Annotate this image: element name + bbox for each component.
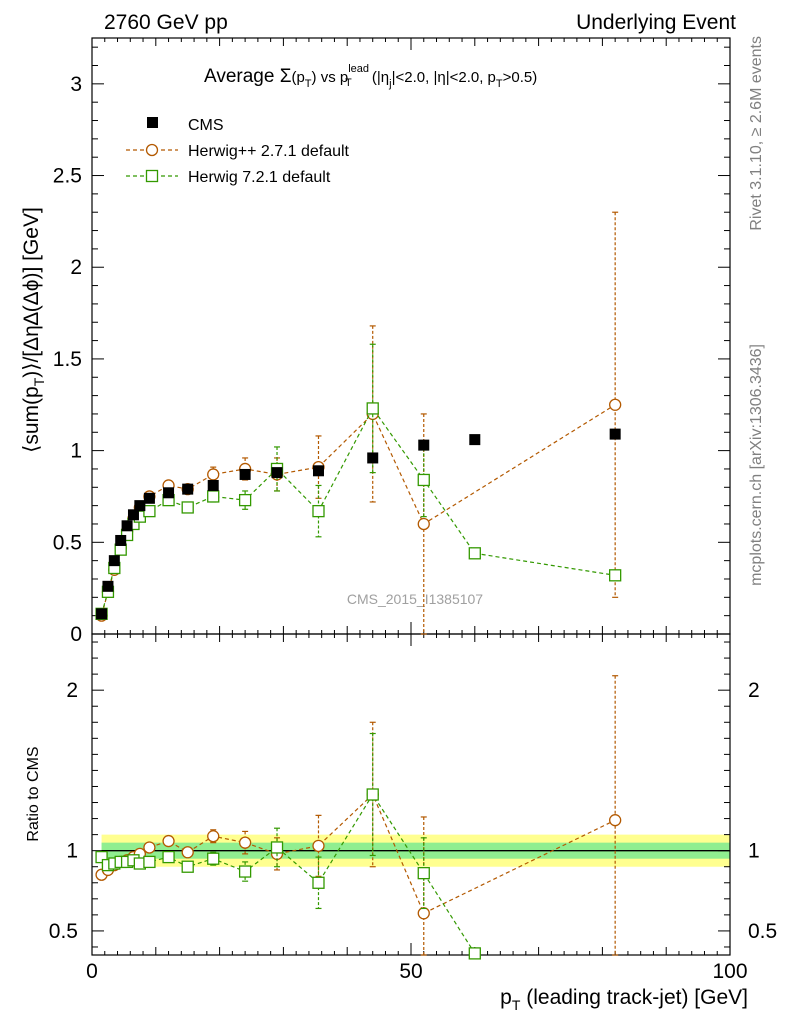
herwig7-point: [417, 473, 430, 487]
main-ytick-label: 2.5: [53, 165, 82, 188]
legend-herwigpp-label: Herwig++ 2.7.1 default: [188, 143, 350, 160]
header-right: Underlying Event: [576, 11, 736, 34]
cms-point: [207, 479, 219, 491]
xlabel: pT (leading track-jet) [GeV]: [500, 986, 748, 1013]
herwigpp-point: [609, 398, 622, 411]
watermark: CMS_2015_I1385107: [347, 591, 483, 607]
ratio-herwigpp-line: [101, 793, 616, 915]
data-points: [95, 211, 622, 960]
ratio-herwig7-point: [468, 947, 481, 960]
cms-point: [271, 467, 283, 479]
ratio-herwigpp-point: [181, 846, 194, 859]
header-left: 2760 GeV pp: [104, 11, 228, 34]
ratio-herwigpp-point: [609, 814, 622, 827]
ratio-herwig7-point: [207, 852, 220, 865]
cms-point: [163, 487, 175, 499]
xtick-label: 100: [712, 960, 747, 983]
cms-point: [143, 492, 155, 504]
ratio-herwigpp-point: [238, 836, 252, 849]
herwig7-point: [207, 490, 220, 503]
ratio-ytick-label: 2: [66, 679, 78, 702]
cms-point: [115, 534, 127, 546]
ratio-herwigpp-point: [312, 839, 325, 853]
herwig7-line: [100, 407, 616, 614]
ratio-herwigpp-point: [207, 830, 220, 843]
ratio-ytick-label-right: 0.5: [748, 920, 777, 943]
ratio-uncertainty-band: [101, 834, 730, 867]
ratio-herwig7-point: [143, 855, 156, 869]
main-ytick-label: 0.5: [53, 531, 82, 554]
main-ylabel: ⟨sum(pT)⟩/[Δη∆(Δϕ)] [GeV]: [20, 207, 47, 453]
legend-herwig7-label: Herwig 7.2.1 default: [188, 169, 331, 186]
legend-cms-label: CMS: [188, 117, 224, 134]
cms-point: [96, 608, 108, 620]
xtick-label: 50: [399, 960, 422, 983]
main-ytick-label: 0: [70, 623, 82, 646]
axes: 0 50 100 0 0.5 1 1.5 2 2.5 3 0.5 0.5 1 1 2 2: [49, 37, 777, 983]
ratio-ytick-label: 0.5: [49, 920, 78, 943]
ratio-herwigpp-point: [143, 841, 156, 854]
rivet-label: Rivet 3.1.10, ≥ 2.6M events: [748, 36, 765, 231]
main-ytick-label: 2: [70, 256, 82, 279]
herwigpp-point: [207, 468, 220, 481]
herwig7-point: [143, 504, 156, 518]
ratio-herwig7-point: [270, 841, 284, 854]
herwig7-point: [366, 402, 379, 415]
herwig7-point: [181, 501, 194, 514]
cms-point: [418, 439, 430, 451]
ratio-herwig7-point: [366, 788, 379, 801]
cms-point: [108, 555, 120, 567]
ratio-ytick-label: 1: [66, 840, 78, 863]
cms-point: [239, 468, 251, 480]
ratio-ytick-label-right: 2: [748, 679, 760, 702]
main-ytick-label: 3: [70, 73, 82, 96]
herwig7-point: [609, 569, 622, 582]
cms-point: [121, 520, 133, 532]
cms-point: [312, 465, 324, 477]
ratio-frame: [91, 633, 731, 956]
herwig7-point: [468, 547, 481, 560]
ratio-herwigpp-point: [417, 907, 430, 920]
herwigpp-point: [417, 517, 430, 531]
legend-herwig7-marker: [145, 169, 159, 183]
cms-point: [367, 452, 379, 464]
cms-point: [469, 434, 481, 446]
mcplots-label: mcplots.cern.ch [arXiv:1306.3436]: [748, 344, 765, 586]
ratio-ytick-label-right: 1: [748, 840, 760, 863]
ratio-herwig7-point: [162, 850, 175, 864]
legend: CMS Herwig++ 2.7.1 default Herwig 7.2.1 …: [126, 117, 350, 186]
ratio-ylabel: Ratio to CMS: [25, 746, 42, 841]
ratio-herwig7-point: [238, 865, 252, 878]
cms-point: [102, 580, 114, 592]
legend-cms-marker: [147, 117, 158, 128]
ratio-herwig7-point: [417, 866, 430, 880]
herwig7-point: [238, 493, 252, 507]
ratio-herwig7-point: [312, 876, 325, 889]
ratio-herwig7-point: [95, 850, 108, 864]
cms-point: [134, 500, 146, 512]
cms-point: [609, 428, 621, 440]
main-ytick-label: 1: [70, 440, 82, 463]
main-ytick-label: 1.5: [53, 348, 82, 371]
ratio-herwigpp-point: [162, 834, 175, 848]
chart-title: Average Σ(pT) vs plead T (|ηj|<2.0, |η|<2…: [204, 63, 537, 90]
xtick-label: 0: [86, 960, 98, 983]
cms-point: [127, 509, 139, 521]
cms-point: [182, 483, 194, 495]
ratio-herwig7-point: [181, 860, 194, 873]
herwig7-point: [312, 504, 325, 518]
legend-herwigpp-marker: [145, 143, 159, 157]
